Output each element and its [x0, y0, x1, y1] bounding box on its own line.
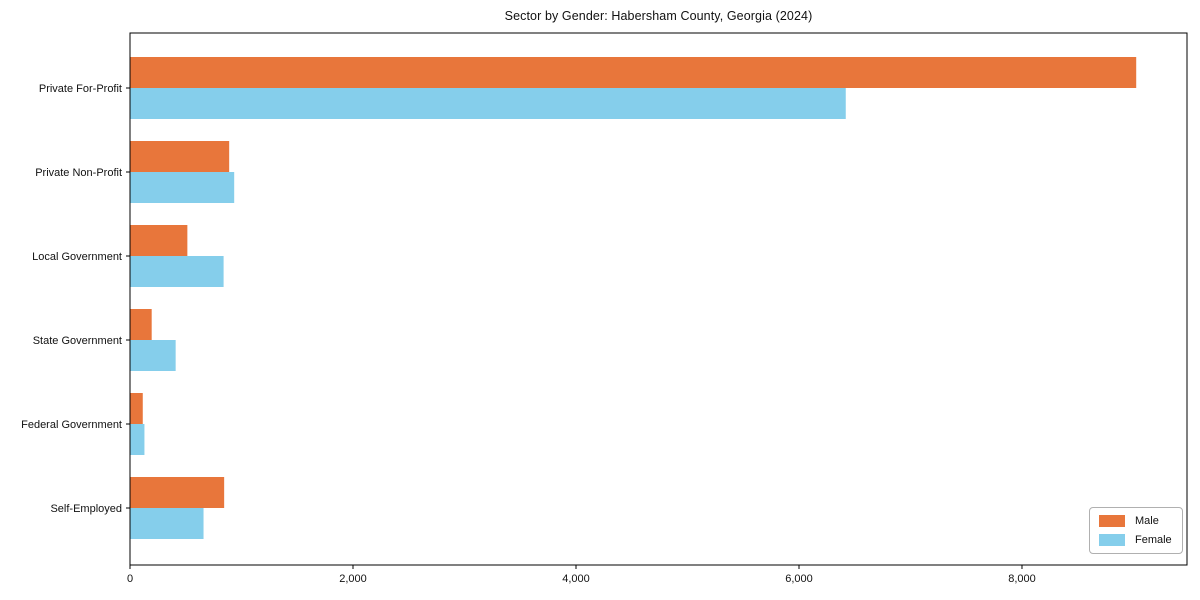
bar-male-state-government: [130, 309, 152, 340]
legend-label-female: Female: [1135, 534, 1172, 546]
legend-swatch-male-icon: [1099, 515, 1125, 527]
legend: Male Female: [1089, 507, 1183, 554]
y-axis-label-self-employed: Self-Employed: [50, 503, 122, 515]
chart-title: Sector by Gender: Habersham County, Geor…: [504, 9, 813, 23]
y-axis-label-state-government: State Government: [33, 335, 122, 347]
bar-male-self-employed: [130, 477, 225, 508]
bar-male-private-for-profit: [130, 57, 1137, 88]
legend-entry-female: Female: [1099, 534, 1173, 546]
x-tick-label-6-000: 6,000: [785, 573, 813, 585]
bar-female-self-employed: [130, 508, 204, 539]
legend-label-male: Male: [1135, 515, 1159, 527]
y-axis-label-private-for-profit: Private For-Profit: [39, 83, 122, 95]
bar-male-federal-government: [130, 393, 143, 424]
bar-male-local-government: [130, 225, 188, 256]
y-axis-label-private-non-profit: Private Non-Profit: [35, 167, 122, 179]
bar-female-local-government: [130, 256, 224, 287]
bar-female-federal-government: [130, 424, 145, 455]
y-axis-label-federal-government: Federal Government: [21, 419, 122, 431]
bar-female-state-government: [130, 340, 176, 371]
x-tick-label-2-000: 2,000: [339, 573, 367, 585]
bar-female-private-for-profit: [130, 88, 846, 119]
y-axis-label-local-government: Local Government: [32, 251, 122, 263]
legend-entry-male: Male: [1099, 515, 1173, 527]
bar-male-private-non-profit: [130, 141, 230, 172]
x-tick-label-8-000: 8,000: [1008, 573, 1036, 585]
legend-swatch-female-icon: [1099, 534, 1125, 546]
x-tick-label-4-000: 4,000: [562, 573, 590, 585]
plot-border: [129, 32, 1188, 566]
x-tick-label-0: 0: [127, 573, 133, 585]
bar-female-private-non-profit: [130, 172, 235, 203]
